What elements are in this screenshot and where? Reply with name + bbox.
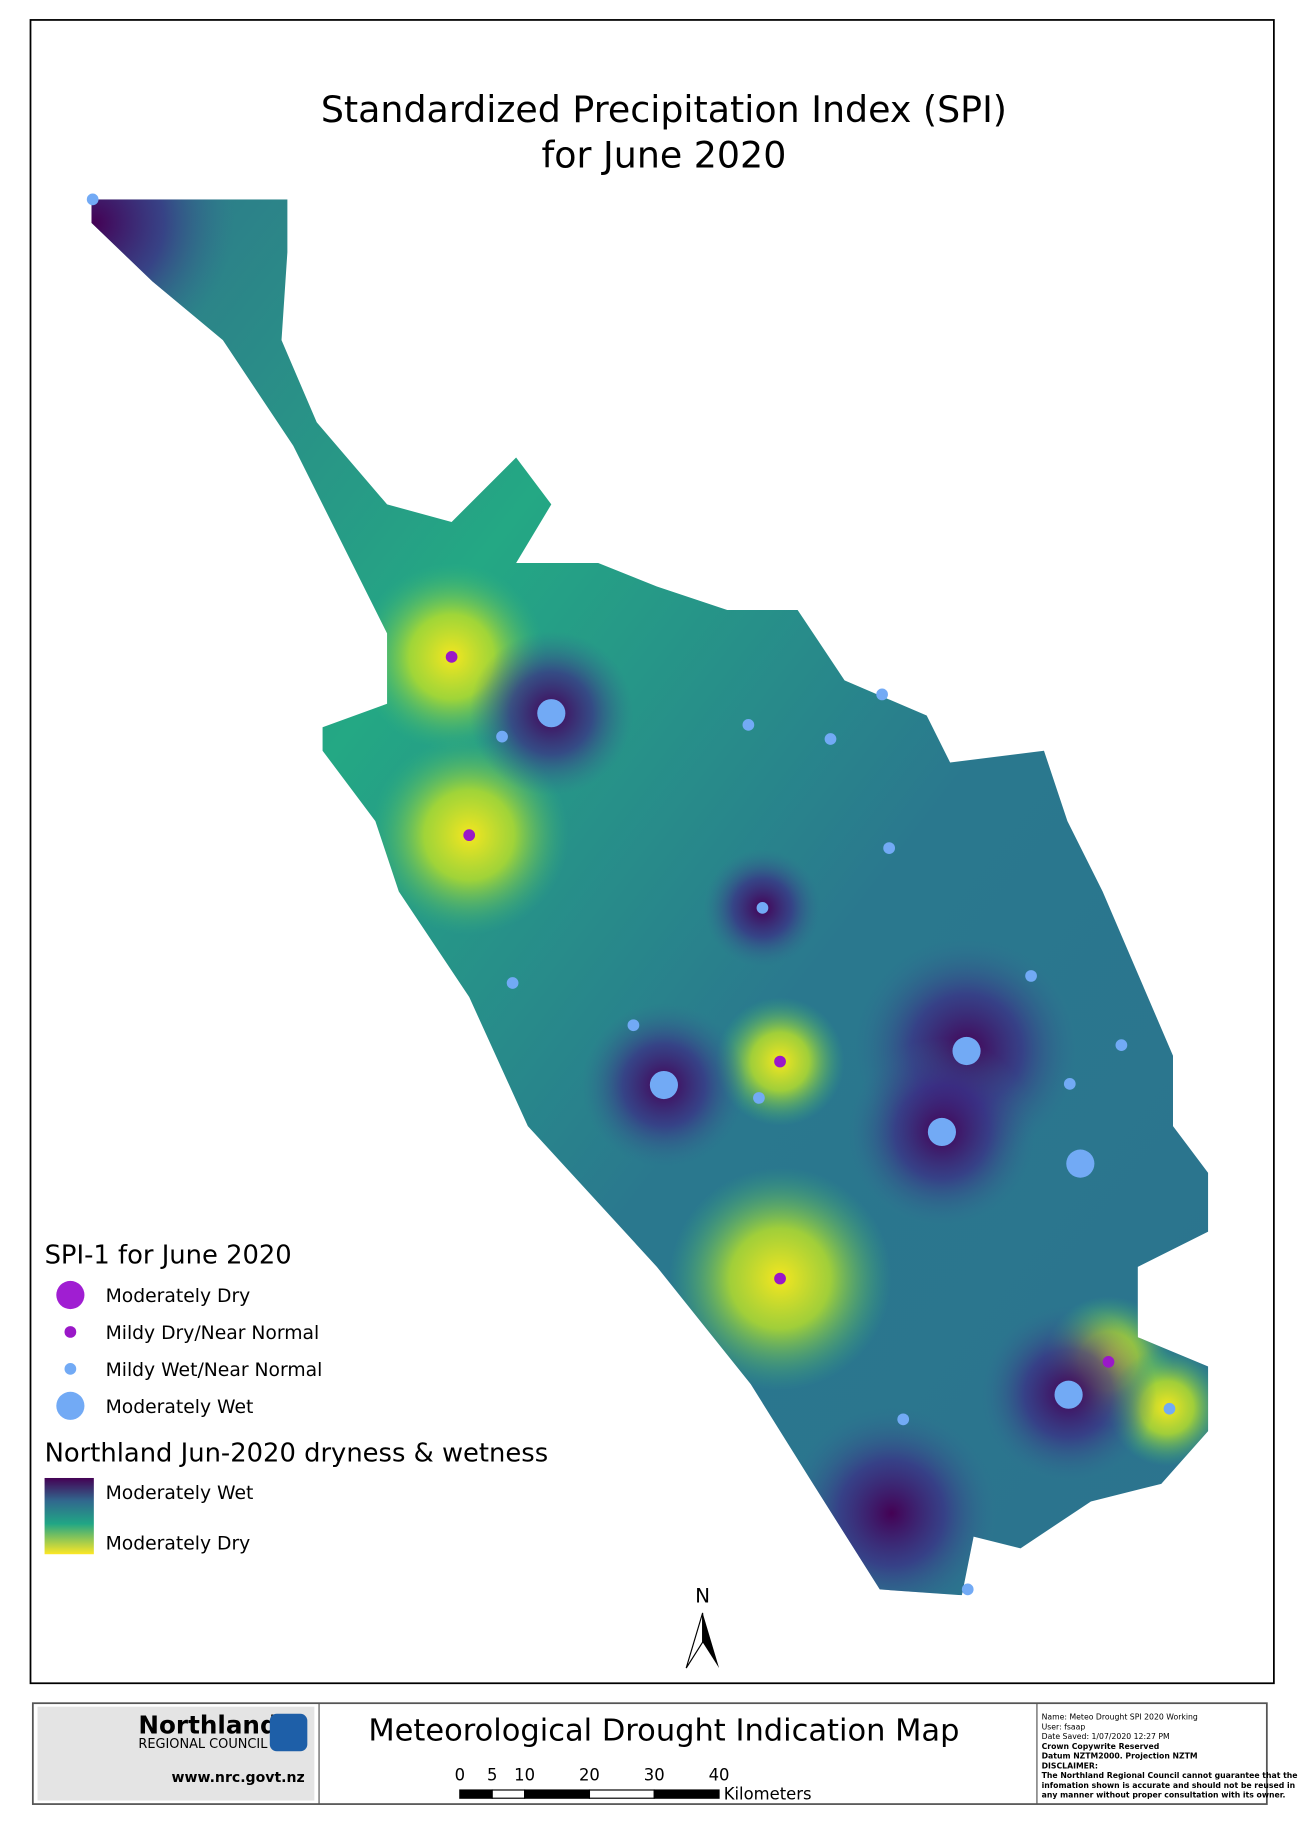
org-name: Northland [138, 1711, 277, 1740]
metadata-line: Crown Copywrite Reserved [1042, 1742, 1160, 1751]
metadata-line: any manner without proper consultation w… [1042, 1791, 1286, 1800]
legend-label: Mildy Wet/Near Normal [106, 1360, 323, 1381]
layout: Standardized Precipitation Index (SPI) f… [29, 19, 1298, 1805]
map-title: Meteorological Drought Indication Map [368, 1714, 959, 1749]
metadata-line: User: fsaap [1042, 1722, 1086, 1731]
scale-label: 5 [487, 1766, 497, 1785]
title: for June 2020 [542, 134, 787, 177]
website: www.nrc.govt.nz [172, 1770, 305, 1786]
station [1066, 1149, 1095, 1178]
metadata: Name: Meteo Drought SPI 2020 WorkingUser… [1042, 1713, 1298, 1800]
scale-label: 20 [579, 1766, 600, 1785]
title: Standardized Precipitation Index (SPI) [321, 88, 1007, 131]
org-sub: REGIONAL COUNCIL [138, 1737, 268, 1752]
station [774, 1055, 786, 1068]
station [496, 730, 508, 743]
metadata-line: The Northland Regional Council cannot gu… [1042, 1771, 1298, 1780]
station [756, 902, 769, 914]
station [876, 688, 888, 701]
station [897, 1413, 910, 1426]
station [1115, 1039, 1128, 1052]
scale-segment [588, 1789, 655, 1799]
station [1025, 970, 1037, 982]
legend-title: Northland Jun-2020 dryness & wetness [45, 1439, 549, 1469]
metadata-line: Date Saved: 1/07/2020 12:27 PM [1042, 1732, 1170, 1741]
scale-segment [459, 1789, 493, 1799]
legend-symbol [64, 1363, 77, 1375]
station [86, 193, 99, 206]
scale-segment [491, 1789, 526, 1799]
logo-icon [269, 1713, 308, 1752]
legend-label: Moderately Wet [106, 1397, 254, 1418]
legend-label: Mildy Dry/Near Normal [106, 1323, 320, 1344]
legend-symbol [64, 1326, 77, 1338]
metadata-line: Datum NZTM2000. Projection NZTM [1042, 1752, 1198, 1761]
scale-label: 0 [455, 1766, 465, 1785]
station [774, 1272, 786, 1285]
station [627, 1019, 640, 1032]
scale-unit: Kilometers [724, 1784, 812, 1803]
station [961, 1583, 974, 1596]
station [1054, 1380, 1083, 1409]
scale-segment [524, 1789, 591, 1799]
scale-segment [653, 1789, 720, 1799]
metadata-line: Name: Meteo Drought SPI 2020 Working [1042, 1713, 1198, 1722]
station [537, 699, 566, 728]
legend-symbol [56, 1280, 85, 1310]
legend-ramp [44, 1477, 94, 1555]
metadata-line: infomation shown is accurate and should … [1042, 1781, 1296, 1790]
stations [86, 193, 1176, 1596]
station [445, 651, 458, 663]
station [506, 977, 519, 989]
station [1102, 1355, 1115, 1368]
scale-label: 10 [514, 1766, 535, 1785]
station [927, 1117, 956, 1147]
station [649, 1070, 678, 1100]
metadata-line: DISCLAIMER: [1042, 1761, 1098, 1770]
station [1063, 1077, 1076, 1090]
station [753, 1092, 765, 1104]
station [1163, 1402, 1176, 1415]
scale-label: 40 [709, 1766, 730, 1785]
legend-title: SPI-1 for June 2020 [45, 1240, 292, 1270]
legend-label: Moderately Dry [106, 1534, 251, 1555]
station [883, 842, 895, 854]
legend-symbol [56, 1391, 85, 1420]
legend-label: Moderately Dry [106, 1286, 251, 1307]
legend: Moderately Dry Mildy Dry/Near Normal Mildy… [56, 1280, 323, 1420]
station [952, 1036, 981, 1066]
logo-box [37, 1706, 315, 1801]
station [463, 829, 476, 842]
station [742, 719, 755, 731]
scale-label: 30 [644, 1766, 665, 1785]
legend-label: Moderately Wet [106, 1483, 254, 1504]
north-label: N [695, 1583, 710, 1607]
station [824, 733, 837, 745]
